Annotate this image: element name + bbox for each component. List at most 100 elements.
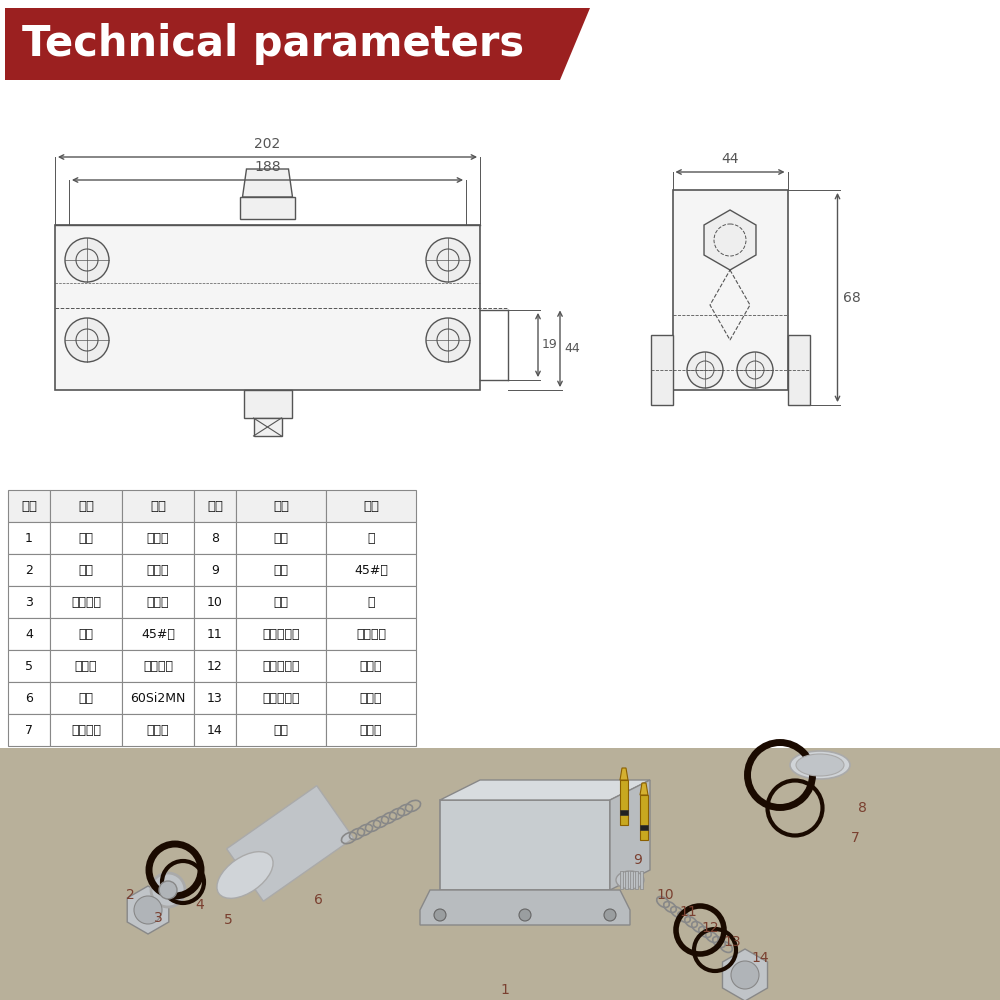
Bar [650,335,672,405]
Bar [194,618,236,650]
Text: 10: 10 [656,888,674,902]
Text: 丁欲胶: 丁欲胶 [147,595,169,608]
Text: 13: 13 [207,692,223,704]
Circle shape [434,909,446,921]
Bar [635,871,638,889]
Text: 油芯: 油芯 [274,532,288,544]
Bar [8,682,50,714]
Text: 8: 8 [858,801,866,815]
Bar [122,682,194,714]
Circle shape [426,318,470,362]
Text: 序号: 序号 [207,499,223,512]
Bar [630,871,633,889]
Bar [625,871,628,889]
Text: 材质: 材质 [363,499,379,512]
Bar [50,682,122,714]
Text: 材质: 材质 [150,499,166,512]
Bar [236,490,326,522]
Polygon shape [242,169,292,197]
Bar [8,618,50,650]
Bar [50,618,122,650]
Text: 中塞冶金套: 中塞冶金套 [262,628,300,641]
Text: 2: 2 [126,888,134,902]
Circle shape [65,318,109,362]
Bar [50,586,122,618]
Bar [50,554,122,586]
Circle shape [134,896,162,924]
Circle shape [65,238,109,282]
Polygon shape [620,768,628,780]
Bar [326,714,416,746]
Text: 5: 5 [224,913,232,927]
Bar [50,714,122,746]
Text: 8: 8 [211,532,219,544]
Text: 2: 2 [25,564,33,576]
Bar [55,225,480,390]
Text: 序号: 序号 [21,499,37,512]
Text: 14: 14 [751,951,769,965]
Text: 11: 11 [207,628,223,641]
Bar [194,714,236,746]
Text: 3: 3 [154,911,162,925]
Bar [122,490,194,522]
Text: 9: 9 [211,564,219,576]
Polygon shape [227,786,353,901]
Circle shape [426,238,470,282]
Bar [254,418,282,436]
Text: 不锈锄网: 不锈锄网 [143,660,173,672]
Text: 尾塞胶圈: 尾塞胶圈 [71,595,101,608]
Text: 1: 1 [25,532,33,544]
Bar [50,650,122,682]
Ellipse shape [217,852,273,898]
Text: 中塞: 中塞 [274,724,288,736]
Bar [122,714,194,746]
Text: 名称: 名称 [78,499,94,512]
Bar [8,522,50,554]
Bar [8,714,50,746]
Ellipse shape [796,754,844,776]
Text: 名称: 名称 [273,499,289,512]
Polygon shape [704,210,756,270]
Bar [236,618,326,650]
Text: 4: 4 [196,898,204,912]
Bar [194,650,236,682]
Text: 11: 11 [679,905,697,919]
Bar [8,586,50,618]
Bar [194,682,236,714]
Text: 45#锄: 45#锄 [354,564,388,576]
Bar [122,650,194,682]
Bar [194,522,236,554]
Bar [236,522,326,554]
Bar [326,682,416,714]
Bar [788,335,810,405]
Bar [0,748,1000,1000]
Ellipse shape [616,871,644,889]
Text: Technical parameters: Technical parameters [22,23,524,65]
Circle shape [737,352,773,388]
Circle shape [604,909,616,921]
Text: 188: 188 [254,160,281,174]
Bar [50,522,122,554]
Bar [194,490,236,522]
Text: 6: 6 [314,893,322,907]
Text: 过滤网: 过滤网 [75,660,97,672]
Ellipse shape [790,751,850,779]
Polygon shape [127,886,169,934]
Bar [236,650,326,682]
Text: 铝合金: 铝合金 [360,724,382,736]
Bar [8,650,50,682]
Text: 3: 3 [25,595,33,608]
Circle shape [687,352,723,388]
Text: 10: 10 [207,595,223,608]
Ellipse shape [159,881,177,899]
Text: 齿轮: 齿轮 [274,564,288,576]
Polygon shape [5,8,590,80]
Text: 45#锄: 45#锄 [141,628,175,641]
Bar [244,390,292,418]
Bar [672,190,788,390]
Bar [326,490,416,522]
Text: 中塞内胶圈: 中塞内胶圈 [262,660,300,672]
Text: 粉末合金: 粉末合金 [356,628,386,641]
Bar [50,490,122,522]
Bar [122,522,194,554]
